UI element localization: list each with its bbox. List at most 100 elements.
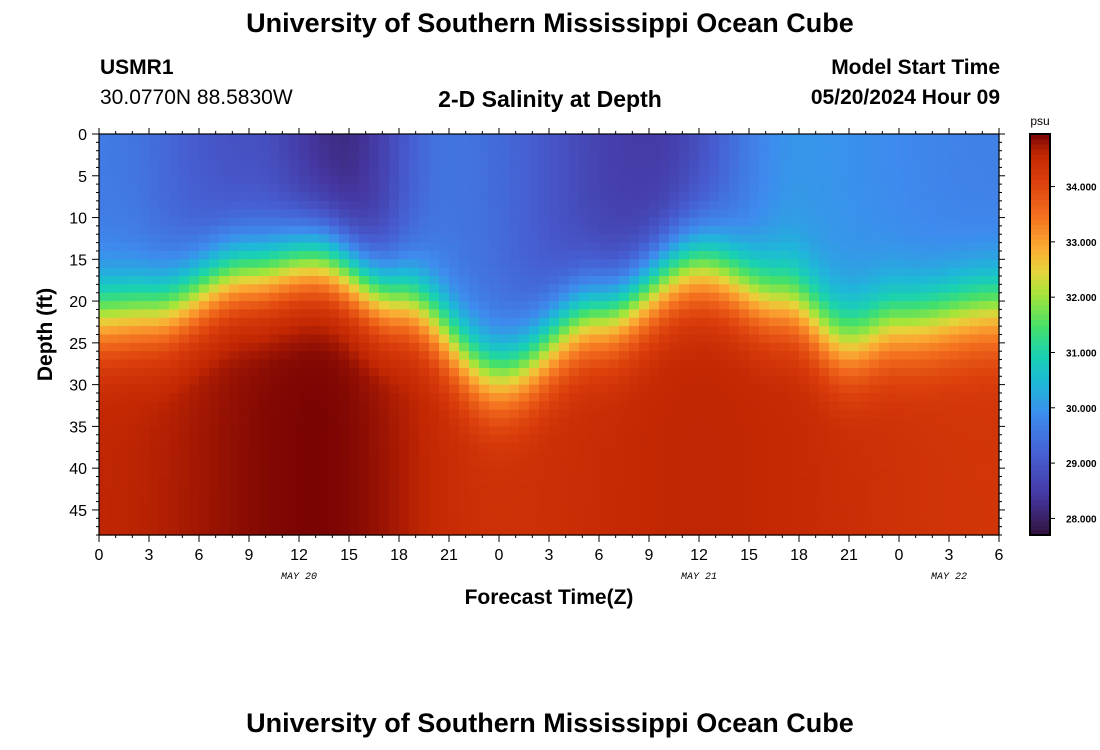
heatmap-cell — [339, 184, 350, 194]
heatmap-cell — [469, 392, 480, 402]
heatmap-cell — [319, 326, 330, 336]
heatmap-cell — [629, 426, 640, 436]
heatmap-cell — [529, 150, 540, 160]
heatmap-cell — [409, 259, 420, 269]
heatmap-cell — [399, 459, 410, 469]
heatmap-cell — [519, 392, 530, 402]
heatmap-cell — [309, 242, 320, 252]
heatmap-cell — [479, 342, 490, 352]
heatmap-cell — [769, 184, 780, 194]
heatmap-cell — [529, 376, 540, 386]
heatmap-cell — [259, 493, 270, 503]
heatmap-cell — [589, 493, 600, 503]
colorbar-band — [1030, 334, 1050, 341]
heatmap-cell — [139, 451, 150, 461]
heatmap-cell — [329, 459, 340, 469]
heatmap-cell — [759, 184, 770, 194]
heatmap-cell — [399, 284, 410, 294]
heatmap-cell — [369, 242, 380, 252]
heatmap-cell — [509, 509, 520, 519]
heatmap-cell — [589, 351, 600, 361]
heatmap-cell — [979, 184, 990, 194]
heatmap-cell — [109, 276, 120, 285]
heatmap-cell — [789, 242, 800, 252]
heatmap-cell — [279, 267, 290, 277]
heatmap-cell — [389, 184, 400, 194]
heatmap-cell — [479, 150, 490, 160]
heatmap-cell — [819, 418, 830, 427]
heatmap-cell — [139, 359, 150, 369]
heatmap-cell — [399, 309, 410, 319]
heatmap-cell — [919, 484, 930, 494]
heatmap-cell — [109, 468, 120, 478]
heatmap-cell — [589, 225, 600, 235]
heatmap-cell — [529, 359, 540, 369]
heatmap-cell — [739, 451, 750, 461]
heatmap-cell — [569, 342, 580, 352]
heatmap-cell — [859, 484, 870, 494]
heatmap-cell — [819, 334, 830, 344]
heatmap-cell — [669, 351, 680, 361]
heatmap-cell — [659, 351, 670, 361]
heatmap-cell — [709, 418, 720, 427]
heatmap-cell — [479, 292, 490, 302]
heatmap-cell — [109, 334, 120, 344]
model-start-label: Model Start Time — [831, 56, 1000, 79]
heatmap-cell — [219, 192, 230, 202]
heatmap-cell — [499, 184, 510, 194]
heatmap-cell — [909, 184, 920, 194]
heatmap-cell — [869, 342, 880, 352]
heatmap-cell — [529, 234, 540, 244]
heatmap-cell — [419, 359, 430, 369]
colorbar-band — [1030, 279, 1050, 285]
heatmap-cell — [269, 351, 280, 361]
heatmap-cell — [419, 284, 430, 294]
heatmap-cell — [539, 234, 550, 244]
heatmap-cell — [99, 367, 110, 377]
heatmap-cell — [809, 468, 820, 478]
heatmap-cell — [239, 284, 250, 294]
heatmap-cell — [909, 175, 920, 185]
heatmap-cell — [139, 334, 150, 344]
heatmap-cell — [159, 209, 170, 219]
heatmap-cell — [359, 509, 370, 519]
heatmap-cell — [579, 526, 590, 536]
heatmap-cell — [519, 501, 530, 511]
heatmap-cell — [419, 501, 430, 511]
heatmap-cell — [799, 317, 810, 327]
heatmap-cell — [449, 518, 460, 528]
heatmap-cell — [269, 451, 280, 461]
heatmap-cell — [399, 351, 410, 361]
heatmap-cell — [719, 384, 730, 394]
heatmap-cell — [379, 351, 390, 361]
y-axis-label: Depth (ft) — [34, 288, 57, 381]
heatmap-cell — [359, 276, 370, 285]
heatmap-cell — [709, 443, 720, 453]
heatmap-cell — [679, 434, 690, 444]
heatmap-cell — [409, 518, 420, 528]
heatmap-cell — [929, 384, 940, 394]
heatmap-cell — [519, 301, 530, 311]
heatmap-cell — [689, 493, 700, 503]
heatmap-cell — [749, 351, 760, 361]
heatmap-cell — [239, 409, 250, 419]
heatmap-cell — [869, 401, 880, 411]
heatmap-cell — [939, 234, 950, 244]
heatmap-cell — [729, 209, 740, 219]
heatmap-cell — [719, 459, 730, 469]
heatmap-cell — [719, 150, 730, 160]
heatmap-cell — [199, 259, 210, 269]
heatmap-cell — [649, 501, 660, 511]
heatmap-cell — [839, 317, 850, 327]
colorbar-band — [1030, 529, 1050, 536]
heatmap-cell — [289, 526, 300, 536]
heatmap-cell — [779, 342, 790, 352]
heatmap-cell — [419, 409, 430, 419]
heatmap-cell — [169, 309, 180, 319]
heatmap-cell — [599, 192, 610, 202]
heatmap-cell — [109, 426, 120, 436]
heatmap-cell — [839, 192, 850, 202]
heatmap-cell — [689, 284, 700, 294]
heatmap-cell — [679, 451, 690, 461]
heatmap-cell — [789, 217, 800, 227]
